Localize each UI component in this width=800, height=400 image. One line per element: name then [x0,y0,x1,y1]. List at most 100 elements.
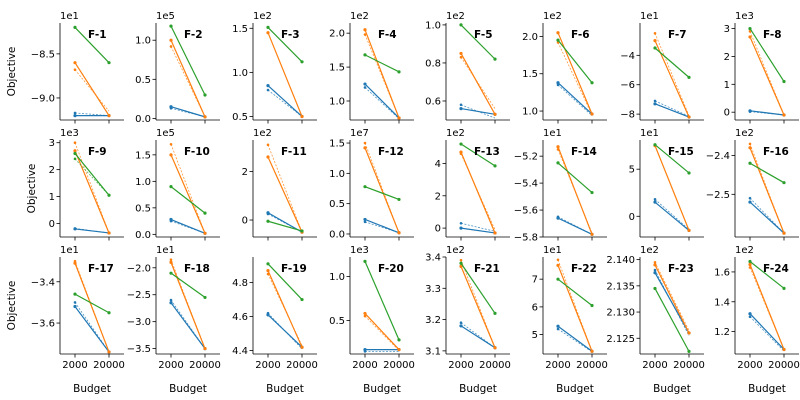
panel-title: F-22 [571,263,597,275]
series-2-spread-line [654,262,690,331]
series-2-marker [493,346,497,350]
y-tick-label: 5 [532,330,538,341]
series-2-marker [687,331,691,335]
y-tick-label: 1.6 [714,267,730,278]
y-tick-label: 2 [435,191,441,202]
series-1-line [170,302,206,349]
series-3-line [654,288,690,352]
x-tick-label: 20000 [479,360,511,371]
series-1-marker [748,312,752,316]
y-tick-label: 1.0 [232,68,248,79]
panel-f-7: −4 −6 −8 1e1 F-7 [620,11,704,124]
series-1-line [654,201,690,231]
y-tick-label: 4 [435,159,441,170]
series-1-spread-marker [556,83,560,87]
series-3-marker [556,161,560,165]
series-1-spread-line [557,84,593,116]
panel-title: F-13 [474,146,500,158]
y-offset-label: 1e2 [735,245,754,256]
series-1-marker [748,109,752,113]
series-1-marker [748,200,752,204]
y-offset-label: 1e1 [60,11,79,22]
series-3-marker [203,295,207,300]
series-3-marker [493,311,497,315]
y-offset-label: 1e5 [156,128,175,139]
series-1-marker [169,105,173,109]
series-1-line [460,227,496,234]
y-tick-label: 2 [49,165,55,176]
panel-title: F-9 [88,146,107,158]
series-1-spread-marker [653,268,657,272]
series-1-spread-marker [556,327,560,331]
series-2-marker [397,116,401,120]
series-3-line [170,272,206,298]
y-tick-label: 1.5 [329,139,345,150]
series-1-line [364,218,400,234]
series-2-line [364,147,400,233]
series-2-marker [169,153,173,157]
series-2-spread-line [170,144,206,234]
y-tick-label: 1.2 [714,327,730,338]
series-1-line [170,106,206,118]
series-3-line [749,261,785,289]
series-2-line [170,154,206,234]
y-tick-label: 1.0 [135,36,151,47]
panel-f-18: −2.0 −2.5 −3.0 −3.5 2000 20000 1e1 F-18 [127,245,221,371]
series-2-line [460,266,496,348]
series-2-spread-marker [556,258,560,262]
series-3-line [460,143,496,167]
series-3-marker [169,185,173,189]
y-offset-label: 1e5 [156,11,175,22]
series-2-line [654,145,690,231]
series-1-line [170,218,206,234]
series-2-line [74,150,110,234]
y-tick-label: 7 [532,275,538,286]
series-1-spread-line [654,199,690,230]
series-2-marker [687,228,691,233]
series-1-line [749,201,785,234]
x-axis-title: Budget [169,383,207,395]
series-2-spread-line [170,259,206,349]
y-tick-label: 0 [629,212,635,223]
x-tick-label: 2000 [545,360,570,371]
series-2-spread-line [364,142,400,233]
panel-title: F-4 [378,29,397,41]
panel-f-9: 0 1 2 3 1e3 F-9 [49,128,124,241]
x-tick-label: 20000 [286,360,318,371]
series-3-line [654,144,690,174]
panel-f-11: 0 2 1e2 F-11 [242,128,317,241]
y-tick-label: 0.8 [425,58,441,69]
panel-f-3: 0.5 1.0 1.5 1e2 F-3 [232,11,317,124]
series-3-line [460,24,496,60]
series-1-line [749,110,785,116]
series-2-marker [397,231,401,235]
x-tick-label: 2000 [642,360,667,371]
series-3-marker [203,211,207,215]
y-tick-label: −3.0 [127,317,151,328]
series-2-spread-line [170,46,206,118]
series-2-line [267,156,303,233]
y-tick-label: 0.6 [425,96,441,107]
x-axis-title: Budget [73,383,111,395]
y-tick-label: −4 [620,51,635,62]
series-3-marker [459,261,463,265]
series-3-marker [397,338,401,342]
panel-f-2: 0.0 0.5 1.0 1e5 F-2 [135,11,220,125]
y-tick-label: −2.4 [706,151,730,162]
series-1-marker [459,226,463,230]
series-3-marker [748,259,752,264]
series-3-marker [590,81,594,85]
x-tick-label: 20000 [576,360,608,371]
y-tick-label: −3.5 [127,344,151,355]
series-3-marker [748,26,752,31]
series-2-marker [107,231,111,235]
x-tick-label: 20000 [93,360,125,371]
y-tick-label: −8 [620,110,635,121]
x-tick-label: 20000 [673,360,705,371]
series-2-marker [556,263,560,267]
series-1-line [460,325,496,349]
y-tick-label: −6 [620,80,635,91]
series-1-spread-marker [459,221,463,225]
panel-title: F-11 [281,146,307,158]
